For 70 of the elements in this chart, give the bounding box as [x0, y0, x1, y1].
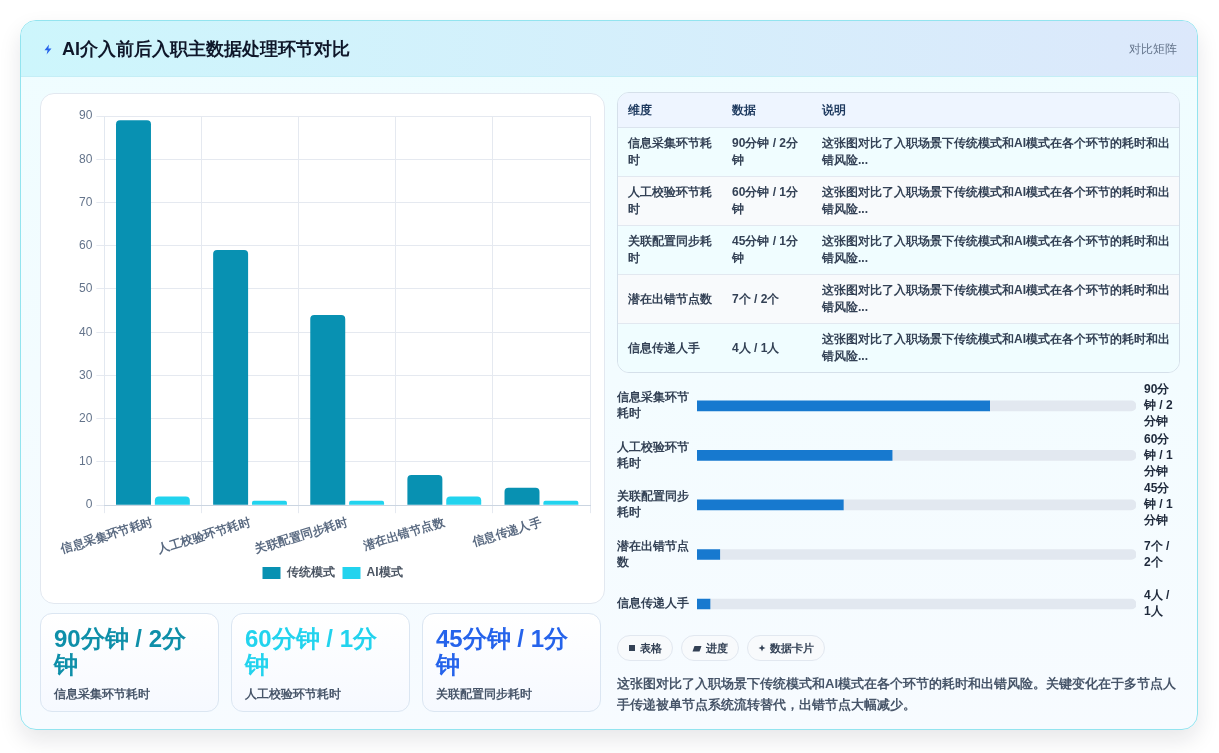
text: 进度: [706, 640, 728, 656]
bar: [989, 400, 1136, 412]
text: 这张图对比了入职场景下传统模式和AI模式在各个环节的耗时和出错风险...: [812, 275, 1179, 324]
y-tick-label: 关联配置同步耗时: [616, 489, 689, 520]
text: 数据卡片: [770, 640, 814, 656]
y-tick-label: 90: [78, 108, 93, 123]
data-label: 60分钟 / 1分钟: [1143, 431, 1173, 478]
bar: [349, 500, 385, 505]
y-tick-label: 60: [78, 238, 93, 253]
x-tick-label: 信息传递人手: [469, 514, 544, 550]
x-tick-label: 关联配置同步耗时: [252, 514, 350, 557]
text: 90分钟 / 2分钟: [722, 128, 812, 177]
bar: [213, 250, 249, 505]
y-tick-label: 信息采集环节耗时: [616, 390, 689, 421]
data-label: 90分钟 / 2分钟: [1143, 382, 1173, 429]
text: 这张图对比了入职场景下传统模式和AI模式在各个环节的耗时和出错风险...: [812, 177, 1179, 226]
bar: [697, 400, 990, 412]
y-tick-label: 30: [78, 367, 93, 382]
text: 90分钟 / 2分钟: [54, 625, 188, 678]
bar: [543, 500, 579, 505]
bar: [446, 496, 482, 505]
text: 45分钟 / 1分钟: [436, 625, 570, 678]
bar: [719, 549, 1136, 560]
y-tick-label: 80: [78, 151, 93, 166]
text: 7个 / 2个: [722, 275, 812, 324]
x-tick-label: 潜在出错节点数: [360, 514, 448, 553]
bar: [154, 496, 190, 505]
y-tick-label: 0: [85, 497, 93, 512]
text: 对比矩阵: [1129, 41, 1177, 57]
data-label: 7个 / 2个: [1144, 538, 1173, 569]
legend-label: AI模式: [366, 565, 403, 580]
text: 这张图对比了入职场景下传统模式和AI模式在各个环节的耗时和出错风险...: [812, 226, 1179, 275]
bar: [504, 487, 540, 505]
text: 这张图对比了入职场景下传统模式和AI模式在各个环节的耗时和出错风险。关键变化在于多节点人手传递被单节点系统流转替代，出错节点大幅减少。: [617, 675, 1177, 714]
bar: [310, 314, 346, 505]
bar: [251, 500, 287, 505]
category-label: 说明: [812, 93, 1179, 128]
bar: [697, 450, 893, 461]
data-label: 4人 / 1人: [1144, 588, 1173, 619]
y-tick-label: 20: [78, 410, 93, 425]
category-label: 关联配置同步耗时: [436, 686, 532, 702]
text: AI介入前后入职主数据处理环节对比: [62, 38, 350, 61]
y-tick-label: 40: [78, 324, 93, 339]
text: 45分钟 / 1分钟: [722, 226, 812, 275]
text: 4人 / 1人: [722, 324, 812, 372]
category-label: 信息采集环节耗时: [54, 686, 150, 702]
bar: [407, 474, 443, 505]
y-tick-label: 50: [78, 281, 93, 296]
text: 表格: [640, 640, 662, 656]
category-label: 人工校验环节耗时: [245, 686, 341, 702]
y-tick-label: 10: [78, 454, 93, 469]
text: 这张图对比了入职场景下传统模式和AI模式在各个环节的耗时和出错风险...: [812, 324, 1179, 372]
bar: [709, 598, 1136, 610]
text: 60分钟 / 1分钟: [722, 177, 812, 226]
bar: [891, 450, 1136, 461]
bar: [116, 120, 151, 505]
data-label: 45分钟 / 1分钟: [1143, 481, 1173, 528]
text: 60分钟 / 1分钟: [245, 625, 379, 678]
bar: [697, 598, 711, 610]
y-tick-label: 信息传递人手: [616, 596, 689, 611]
y-tick-label: 70: [78, 194, 93, 209]
bar: [697, 549, 721, 560]
text: 这张图对比了入职场景下传统模式和AI模式在各个环节的耗时和出错风险...: [812, 128, 1179, 177]
x-tick-label: 人工校验环节耗时: [155, 514, 252, 557]
bar: [697, 499, 844, 511]
bar: [843, 499, 1136, 511]
y-tick-label: 人工校验环节耗时: [616, 439, 689, 470]
category-label: 维度: [618, 93, 722, 128]
legend-label: 传统模式: [285, 565, 335, 580]
category-label: 数据: [722, 93, 812, 128]
